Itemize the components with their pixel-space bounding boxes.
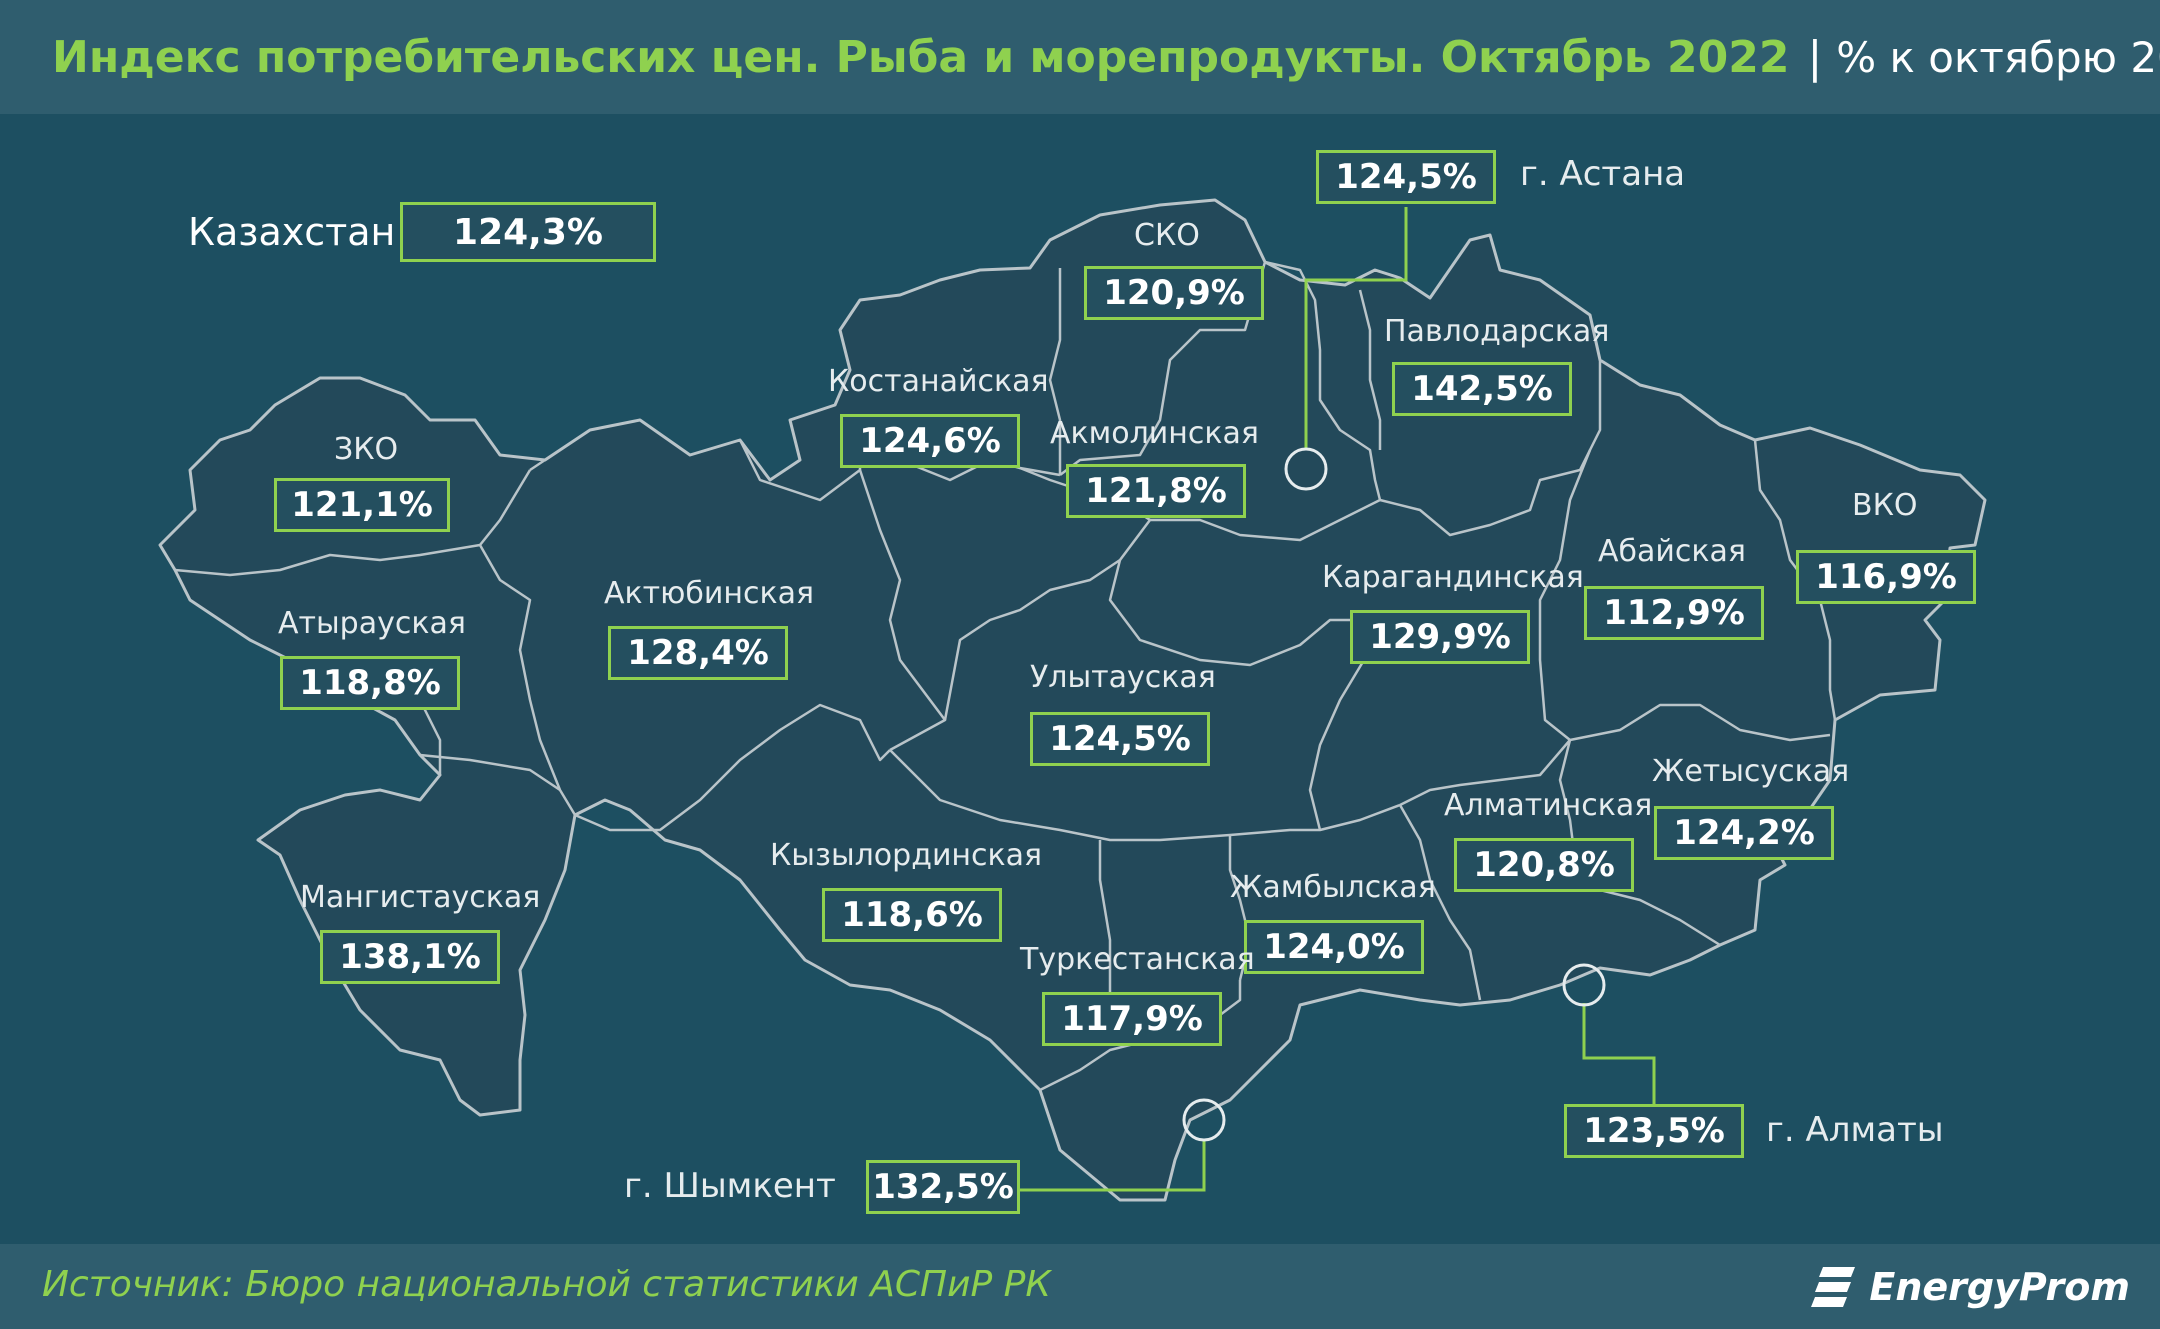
border-zko-atyrau: [174, 469, 532, 577]
city-value-shymkent: 132,5%: [866, 1160, 1020, 1214]
region-label-kyzylorda: Кызылординская: [770, 838, 1043, 873]
region-value-turkestan: 117,9%: [1042, 992, 1222, 1046]
border-ulytau-south: [889, 749, 1401, 842]
region-label-turkestan: Туркестанская: [1020, 942, 1255, 977]
border-kostanay-ulytau: [858, 469, 947, 752]
border-mangystau-aktobe: [419, 753, 561, 792]
region-value-almaty-region: 120,8%: [1454, 838, 1634, 892]
region-value-mangystau: 138,1%: [320, 930, 500, 984]
region-label-akmola: Акмолинская: [1050, 416, 1259, 451]
map-subtitle: % к октябрю 2021: [1836, 32, 2160, 82]
city-value-almaty: 123,5%: [1564, 1104, 1744, 1158]
region-label-sko: СКО: [1134, 218, 1200, 253]
shymkent-connector-line: [1020, 1140, 1206, 1192]
border-sko-kostanay: [1059, 261, 1267, 476]
almaty-connector-line: [1582, 1003, 1656, 1105]
kazakhstan-label: Казахстан: [188, 210, 396, 254]
region-value-kyzylorda: 118,6%: [822, 888, 1002, 942]
region-label-karaganda: Карагандинская: [1322, 560, 1584, 595]
region-value-pavlodar: 142,5%: [1392, 362, 1572, 416]
astana-connector-line: [1304, 207, 1408, 448]
shymkent-marker: [1182, 1098, 1226, 1142]
region-value-zhambyl: 124,0%: [1244, 920, 1424, 974]
map-title: Индекс потребительских цен. Рыба и мореп…: [52, 31, 1790, 83]
border-zhambyl-almaty: [1398, 804, 1482, 1001]
border-ulytau-karaganda: [1108, 559, 1372, 831]
header-band: Индекс потребительских цен. Рыба и мореп…: [0, 0, 2160, 114]
region-value-akmola: 121,8%: [1066, 464, 1246, 518]
border-aktobe-kyzylorda: [574, 703, 891, 832]
region-value-ulytau: 124,5%: [1030, 712, 1210, 766]
region-label-pavlodar: Павлодарская: [1384, 314, 1610, 349]
region-value-aktobe: 128,4%: [608, 626, 788, 680]
city-label-astana: г. Астана: [1520, 154, 1686, 194]
region-label-abai: Абайская: [1598, 534, 1746, 569]
region-label-zhambyl: Жамбылская: [1230, 870, 1436, 905]
city-value-astana: 124,5%: [1316, 150, 1496, 204]
region-value-zko: 121,1%: [274, 478, 450, 532]
energyprom-logo-icon: [1811, 1267, 1856, 1307]
source-note: Источник: Бюро национальной статистики А…: [42, 1264, 1051, 1305]
region-label-almaty-region: Алматинская: [1444, 788, 1653, 823]
border-abai-zhetysu: [1569, 703, 1831, 742]
footer-band: Источник: Бюро национальной статистики А…: [0, 1244, 2160, 1329]
astana-marker: [1284, 447, 1328, 491]
region-value-kostanay: 124,6%: [840, 414, 1020, 468]
border-pavlodar-karaganda: [1379, 360, 1602, 537]
region-value-abai: 112,9%: [1584, 586, 1764, 640]
region-label-zhetysu: Жетысуская: [1652, 754, 1850, 789]
region-value-karaganda: 129,9%: [1350, 610, 1530, 664]
border-karaganda-abai: [1538, 449, 1592, 741]
region-value-sko: 120,9%: [1084, 266, 1264, 320]
region-value-zhetysu: 124,2%: [1654, 806, 1834, 860]
border-akmola-pavlodar: [1150, 260, 1382, 542]
border-karaganda-almaty: [1399, 739, 1571, 807]
title-separator: |: [1807, 31, 1823, 83]
border-west-aktobe: [478, 544, 577, 816]
map-area: Казахстан 124,3% ЗКО 121,1% Атырауская 1…: [0, 114, 2160, 1244]
city-connectors: [1020, 207, 1656, 1192]
region-label-mangystau: Мангистауская: [300, 880, 541, 915]
region-label-kostanay: Костанайская: [828, 364, 1049, 399]
city-label-shymkent: г. Шымкент: [624, 1166, 836, 1206]
energyprom-logo: EnergyProm: [1809, 1258, 2130, 1316]
border-astana-connector: [1358, 289, 1382, 450]
region-value-vko: 116,9%: [1796, 550, 1976, 604]
city-label-almaty: г. Алматы: [1766, 1110, 1944, 1150]
region-label-ulytau: Улытауская: [1030, 660, 1216, 695]
border-sko-akmola: [1048, 268, 1062, 475]
almaty-marker: [1562, 963, 1606, 1007]
region-label-zko: ЗКО: [334, 432, 399, 467]
city-markers: [1182, 447, 1606, 1142]
border-zko-aktobe: [529, 458, 546, 472]
region-label-aktobe: Актюбинская: [604, 576, 815, 611]
kazakhstan-value: 124,3%: [400, 202, 656, 262]
energyprom-brand: EnergyProm: [1869, 1265, 2130, 1309]
region-label-vko: ВКО: [1852, 488, 1918, 523]
region-label-atyrau: Атырауская: [278, 606, 466, 641]
region-value-atyrau: 118,8%: [280, 656, 460, 710]
